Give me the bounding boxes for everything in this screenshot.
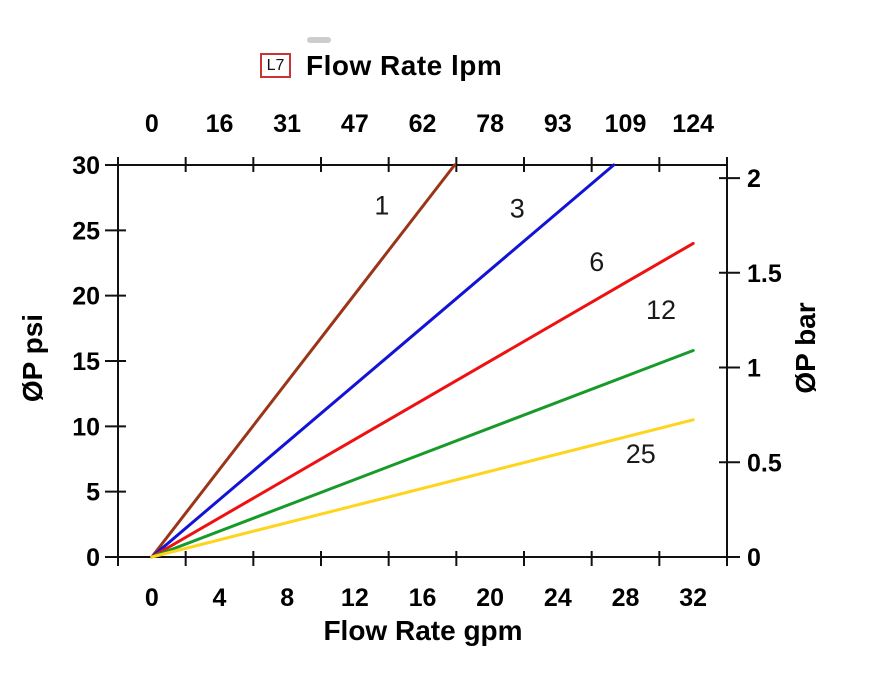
series-line-3 [150,163,616,559]
series-line-6 [150,241,695,559]
bottom-axis-tick-label: 16 [409,584,437,612]
right-axis-tick-label: 2 [747,165,761,193]
chart-title: Flow Rate lpm [306,50,503,81]
y-axis-title-left: ØP psi [17,313,48,403]
top-axis-tick-label: 0 [145,110,159,138]
bottom-axis-tick-label: 8 [280,584,294,612]
series-label-25: 25 [626,439,656,469]
top-axis-tick-label: 47 [341,110,369,138]
right-axis-tick-label: 1 [747,355,761,383]
series-line-25 [150,418,695,559]
top-axis-tick-label: 109 [605,110,647,138]
bottom-axis-tick-label: 0 [145,584,159,612]
series-label-12: 12 [646,295,676,325]
series-line-1 [150,163,457,559]
bottom-axis-tick-label: 24 [544,584,572,612]
bottom-axis-tick-label: 32 [679,584,707,612]
series-line-12 [150,349,695,559]
x-axis-title-bottom: Flow Rate gpm [323,615,523,646]
left-axis-tick-label: 15 [72,348,100,376]
scan-artifact [307,37,331,43]
left-axis-tick-label: 25 [72,217,100,245]
series-label-6: 6 [589,247,604,277]
bottom-axis-tick-label: 12 [341,584,369,612]
right-axis-tick-label: 0 [747,544,761,572]
left-axis-tick-label: 20 [72,283,100,311]
model-badge: L7 [260,53,291,78]
top-axis-tick-label: 16 [206,110,234,138]
right-axis-tick-label: 0.5 [747,449,782,477]
top-axis-tick-label: 62 [409,110,437,138]
top-axis-tick-label: 31 [273,110,301,138]
bottom-axis-tick-label: 4 [213,584,227,612]
top-axis-tick-label: 93 [544,110,572,138]
bottom-axis-tick-label: 20 [476,584,504,612]
series-label-1: 1 [374,191,389,221]
plot-frame [117,164,728,558]
series-label-3: 3 [510,193,525,223]
top-axis-tick-label: 124 [672,110,714,138]
left-axis-tick-label: 30 [72,152,100,180]
left-axis-tick-label: 5 [86,479,100,507]
left-axis-tick-label: 10 [72,413,100,441]
y-axis-title-right: ØP bar [790,302,821,394]
bottom-axis-tick-label: 28 [612,584,640,612]
left-axis-tick-label: 0 [86,544,100,572]
right-axis-tick-label: 1.5 [747,260,782,288]
top-axis-tick-label: 78 [476,110,504,138]
